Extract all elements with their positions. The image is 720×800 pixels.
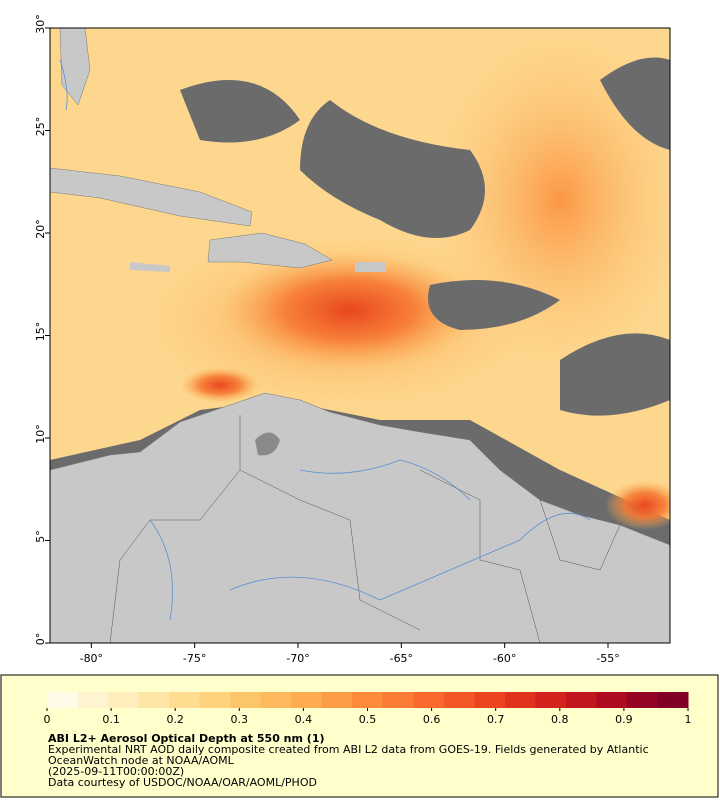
colorbar-tick-label: 0.6 bbox=[423, 713, 441, 726]
lake bbox=[255, 432, 280, 456]
aerosol-plume bbox=[605, 480, 670, 530]
colorbar-swatch bbox=[382, 692, 414, 708]
map-area bbox=[50, 28, 670, 643]
aerosol-plume bbox=[180, 367, 260, 403]
aerosol-plume bbox=[220, 250, 480, 370]
cloud bbox=[428, 280, 560, 330]
cloud bbox=[180, 80, 300, 143]
x-tick-label: -60° bbox=[493, 652, 516, 665]
colorbar-tick-label: 1 bbox=[685, 713, 692, 726]
colorbar-tick-label: 0.9 bbox=[615, 713, 633, 726]
y-tick-label: 25° bbox=[34, 117, 47, 137]
colorbar-swatch bbox=[565, 692, 597, 708]
colorbar-tick-label: 0.5 bbox=[359, 713, 377, 726]
colorbar-tick-label: 0.3 bbox=[231, 713, 249, 726]
colorbar-swatch bbox=[626, 692, 658, 708]
colorbar-swatch bbox=[474, 692, 506, 708]
cloud bbox=[600, 57, 670, 150]
borders bbox=[109, 415, 621, 643]
x-tick-label: -80° bbox=[80, 652, 103, 665]
x-tick-label: -65° bbox=[390, 652, 413, 665]
colorbar-swatch bbox=[535, 692, 567, 708]
colorbar-tick-label: 0.1 bbox=[102, 713, 120, 726]
x-tick-label: -70° bbox=[286, 652, 309, 665]
y-tick-label: 15° bbox=[34, 322, 47, 342]
land bbox=[50, 167, 253, 227]
colorbar-swatch bbox=[352, 692, 384, 708]
y-tick-label: 10° bbox=[34, 424, 47, 444]
y-tick-label: 5° bbox=[34, 530, 47, 543]
x-tick-label: -75° bbox=[183, 652, 206, 665]
land bbox=[59, 28, 91, 106]
axes: -80° -75° -70° -65° -60° -55° 0° 5° 10° 15° 20° 25°… bbox=[34, 14, 620, 665]
colorbar-swatch bbox=[657, 692, 689, 708]
cloud bbox=[560, 333, 670, 416]
colorbar-swatch bbox=[77, 692, 109, 708]
colorbar-swatch bbox=[443, 692, 475, 708]
colorbar-swatch bbox=[47, 692, 79, 708]
colorbar-tick-label: 0.2 bbox=[166, 713, 184, 726]
colorbar-swatch bbox=[169, 692, 201, 708]
land bbox=[355, 262, 386, 272]
colorbar-tick-label: 0.4 bbox=[295, 713, 313, 726]
colorbar-swatch bbox=[504, 692, 536, 708]
colorbar-swatch bbox=[108, 692, 140, 708]
caption-line: Data courtesy of USDOC/NOAA/OAR/AOML/PHO… bbox=[48, 776, 317, 789]
colorbar-swatch bbox=[413, 692, 445, 708]
y-tick-label: 0° bbox=[34, 633, 47, 646]
colorbar-tick-label: 0.8 bbox=[551, 713, 569, 726]
land bbox=[50, 392, 670, 643]
land bbox=[207, 232, 333, 269]
cloud bbox=[300, 100, 485, 238]
colorbar-swatch bbox=[138, 692, 170, 708]
colorbar-swatch bbox=[199, 692, 231, 708]
land bbox=[130, 262, 170, 272]
y-tick-label: 20° bbox=[34, 219, 47, 239]
caption-line: (2025-09-11T00:00:00Z) bbox=[48, 765, 184, 778]
x-tick-label: -55° bbox=[596, 652, 619, 665]
caption-line: Experimental NRT AOD daily composite cre… bbox=[48, 743, 649, 756]
rivers bbox=[59, 59, 591, 621]
caption-title: ABI L2+ Aerosol Optical Depth at 550 nm … bbox=[48, 732, 325, 745]
colorbar-swatch bbox=[321, 692, 353, 708]
colorbar-tick-label: 0.7 bbox=[487, 713, 505, 726]
colorbar: 0 0.1 0.2 0.3 0.4 0.5 0.6 0.7 0.8 0.9 1 bbox=[44, 692, 692, 726]
colorbar-swatch bbox=[230, 692, 262, 708]
colorbar-swatch bbox=[596, 692, 628, 708]
caption-line: OceanWatch node at NOAA/AOML bbox=[48, 754, 235, 767]
colorbar-tick-label: 0 bbox=[44, 713, 51, 726]
colorbar-swatch bbox=[291, 692, 323, 708]
y-tick-label: 30° bbox=[34, 14, 47, 34]
colorbar-swatch bbox=[260, 692, 292, 708]
